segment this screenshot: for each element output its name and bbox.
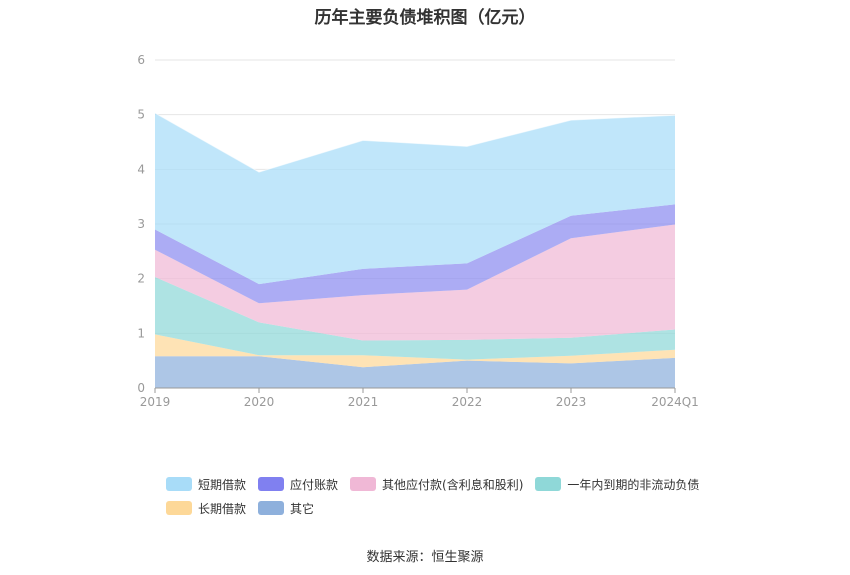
area-series	[155, 356, 675, 388]
area-series	[155, 113, 675, 285]
x-tick-label: 2021	[348, 395, 379, 409]
legend-swatch	[166, 477, 192, 491]
y-tick-label: 3	[137, 217, 145, 231]
legend-item-long-term-loans[interactable]: 长期借款	[166, 500, 246, 517]
area-top-outline	[154, 112, 676, 173]
y-tick-label: 2	[137, 272, 145, 286]
y-tick-label: 4	[137, 162, 145, 176]
x-tick-label: 2019	[140, 395, 171, 409]
legend-item-other[interactable]: 其它	[258, 500, 314, 517]
legend-label: 应付账款	[290, 477, 339, 492]
data-source: 数据来源：恒生聚源	[366, 550, 484, 565]
legend-label: 其他应付款(含利息和股利)	[382, 477, 524, 492]
area-series	[155, 204, 675, 304]
y-tick-label: 1	[137, 326, 145, 340]
x-tick-label: 2022	[452, 395, 483, 409]
legend-item-current-noncurrent-liabilities[interactable]: 一年内到期的非流动负债	[535, 476, 699, 493]
legend-label: 其它	[290, 501, 315, 516]
area-series	[155, 334, 675, 368]
y-tick-label: 0	[137, 381, 145, 395]
legend-label: 短期借款	[198, 477, 247, 492]
legend-swatch	[350, 477, 377, 491]
legend-swatch	[258, 477, 285, 491]
legend-item-other-payables[interactable]: 其他应付款(含利息和股利)	[350, 476, 523, 493]
y-tick-label: 5	[137, 108, 145, 122]
legend-swatch	[535, 477, 562, 491]
legend-swatch	[166, 501, 192, 515]
legend-label: 长期借款	[198, 501, 247, 516]
y-tick-label: 6	[137, 53, 145, 67]
x-tick-label: 2024Q1	[651, 395, 699, 409]
legend-item-short-term-loans[interactable]: 短期借款	[166, 476, 246, 493]
legend-swatch	[258, 501, 285, 515]
legend-item-accounts-payable[interactable]: 应付账款	[258, 476, 338, 493]
area-series	[155, 277, 675, 360]
area-series	[155, 224, 675, 341]
legend-row: 短期借款 应付账款 其他应付款(含利息和股利) 一年内到期的非流动负债	[166, 472, 726, 496]
x-tick-label: 2020	[244, 395, 275, 409]
legend-label: 一年内到期的非流动负债	[567, 477, 700, 492]
chart-legend: 短期借款 应付账款 其他应付款(含利息和股利) 一年内到期的非流动负债 长期借款…	[166, 472, 726, 520]
chart-title: 历年主要负债堆积图（亿元）	[314, 8, 536, 28]
legend-row: 长期借款 其它	[166, 496, 726, 520]
x-tick-label: 2023	[556, 395, 587, 409]
